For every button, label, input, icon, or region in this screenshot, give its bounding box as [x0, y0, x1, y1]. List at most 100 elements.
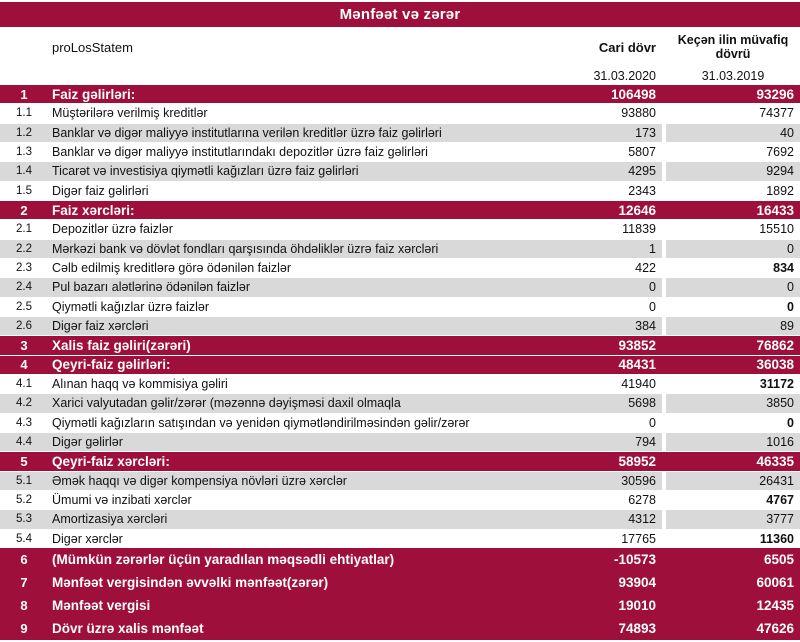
row-label: Mənfəət vergisindən əvvəlki mənfəət(zərə…	[52, 575, 329, 590]
row-value-current: 794	[635, 435, 656, 450]
row-value-current: 58952	[618, 453, 656, 469]
column-titles-row: proLosStatem Cari dövr Keçən ilin müvafi…	[0, 27, 800, 67]
row-value-previous: 0	[787, 241, 794, 256]
row-label: Digər gəlirlər	[52, 435, 123, 450]
row-label: Pul bazarı alətlərinə ödənilən faizlər	[52, 280, 251, 295]
statement-totals-block: 6 (Mümkün zərərlər üçün yaradılan məqsəd…	[0, 548, 800, 640]
row-label: Xarici valyutadan gəlir/zərər (məzənnə d…	[52, 396, 401, 411]
table-row: 2.1 Depozitlər üzrə faizlər 11839 15510	[0, 220, 800, 239]
row-value-current: 5807	[628, 145, 656, 160]
row-number: 1.4	[16, 165, 32, 178]
row-value-current: 48431	[618, 357, 656, 373]
row-number: 2	[20, 202, 28, 218]
table-header: proLosStatem Cari dövr Keçən ilin müvafi…	[0, 27, 800, 85]
column-header-current-period: Cari dövr	[598, 39, 656, 55]
title-bar: Mənfəət və zərər	[0, 2, 800, 27]
table-row: 5.2 Ümumi və inzibati xərclər 6278 4767	[0, 491, 800, 510]
row-value-previous: 3850	[766, 396, 794, 411]
row-value-current: -10573	[613, 552, 656, 567]
row-label: Mərkəzi bank və dövlət fondları qarşısın…	[52, 241, 439, 256]
table-row: 4.4 Digər gəlirlər 794 1016	[0, 433, 800, 452]
row-number: 1.2	[16, 126, 32, 139]
table-row: 1.5 Digər faiz gəlirləri 2343 1892	[0, 181, 800, 200]
row-value-current: 93852	[618, 337, 656, 353]
row-value-current: 74893	[618, 621, 656, 636]
row-value-current: 6278	[628, 493, 656, 508]
table-row: 3 Xalis faiz gəliri(zərəri) 93852 76862	[0, 336, 800, 355]
row-number: 1.3	[16, 146, 32, 159]
row-value-previous: 76862	[756, 337, 794, 353]
row-label: Xalis faiz gəliri(zərəri)	[52, 337, 191, 353]
row-number: 3	[20, 337, 28, 353]
table-row: 4.3 Qiymətli kağızların satışından və ye…	[0, 413, 800, 432]
row-value-previous: 4767	[766, 493, 794, 508]
row-label: Digər faiz xərcləri	[52, 319, 149, 334]
row-value-previous: 89	[780, 319, 794, 334]
row-number: 4	[20, 357, 28, 373]
row-value-previous: 11360	[759, 531, 794, 546]
table-row: 4.1 Alınan haqq və kommisiya gəliri 4194…	[0, 375, 800, 394]
row-value-previous: 60061	[756, 575, 794, 590]
row-number: 1.1	[16, 107, 32, 120]
previous-period-date: 31.03.2019	[701, 69, 765, 83]
current-period-date: 31.03.2020	[593, 69, 656, 83]
row-number: 1	[20, 86, 28, 102]
row-value-previous: 7692	[766, 145, 794, 160]
row-value-current: 0	[649, 299, 656, 314]
column-separator	[662, 123, 666, 142]
row-value-current: 0	[649, 280, 656, 295]
row-label: Cəlb edilmiş kreditlərə görə ödənilən fa…	[52, 261, 292, 276]
row-number: 5.4	[16, 532, 32, 545]
column-separator	[662, 162, 666, 181]
table-row: 1.2 Banklar və digər maliyyə institutlar…	[0, 123, 800, 142]
row-value-current: 0	[649, 415, 656, 430]
column-separator	[662, 510, 666, 529]
row-value-current: 11839	[622, 222, 656, 237]
row-value-current: 17765	[621, 531, 656, 546]
row-label: Əmək haqqı və digər kompensiya növləri ü…	[52, 473, 347, 488]
row-value-previous: 16433	[756, 202, 794, 218]
table-row: 1.1 Müştərilərə verilmiş kreditlər 93880…	[0, 104, 800, 123]
row-number: 9	[20, 621, 28, 636]
row-number: 1.5	[16, 184, 32, 197]
row-label: Digər faiz gəlirləri	[52, 183, 149, 198]
row-value-previous: 1892	[766, 183, 794, 198]
table-row: 7 Mənfəət vergisindən əvvəlki mənfəət(zə…	[0, 571, 800, 594]
row-label: Qeyri-faiz xərcləri:	[52, 453, 170, 469]
row-value-previous: 0	[787, 299, 794, 314]
row-label: Qiymətli kağızların satışından və yenidə…	[52, 415, 470, 430]
table-row: 1.4 Ticarət və investisiya qiymətli kağı…	[0, 162, 800, 181]
row-value-current: 5698	[628, 396, 656, 411]
row-value-current: 41940	[621, 377, 656, 392]
row-label: Ticarət və investisiya qiymətli kağızlar…	[52, 164, 359, 179]
row-value-previous: 9294	[766, 164, 794, 179]
row-value-previous: 36038	[756, 357, 794, 373]
row-value-current: 93904	[618, 575, 656, 590]
row-label: Alınan haqq və kommisiya gəliri	[52, 377, 228, 392]
row-value-current: 384	[635, 319, 656, 334]
table-row: 4 Qeyri-faiz gəlirləri: 48431 36038	[0, 355, 800, 374]
column-separator	[662, 433, 666, 452]
table-row: 2 Faiz xərcləri: 12646 16433	[0, 201, 800, 220]
row-label: Faiz gəlirləri:	[52, 86, 136, 102]
table-row: 2.3 Cəlb edilmiş kreditlərə görə ödənilə…	[0, 259, 800, 278]
row-value-current: 2343	[628, 183, 656, 198]
column-header-previous-period: Keçən ilin müvafiq dövrü	[677, 32, 789, 61]
statement-label: proLosStatem	[52, 39, 133, 55]
row-number: 7	[20, 575, 28, 590]
statement-rows: 1 Faiz gəlirləri: 106498 93296 1.1 Müştə…	[0, 85, 800, 548]
row-label: Banklar və digər maliyyə institutlarında…	[52, 145, 428, 160]
table-row: 5.4 Digər xərclər 17765 11360	[0, 529, 800, 548]
row-number: 4.3	[16, 416, 32, 429]
row-label: Dövr üzrə xalis mənfəət	[52, 621, 204, 636]
row-value-current: 19010	[618, 598, 656, 613]
table-row: 2.2 Mərkəzi bank və dövlət fondları qarş…	[0, 239, 800, 258]
row-label: Depozitlər üzrə faizlər	[52, 222, 173, 237]
table-row: 5.1 Əmək haqqı və digər kompensiya növlə…	[0, 471, 800, 490]
column-separator	[662, 471, 666, 490]
row-number: 2.3	[16, 262, 32, 275]
table-row: 4.2 Xarici valyutadan gəlir/zərər (məzən…	[0, 394, 800, 413]
row-number: 5.1	[16, 474, 32, 487]
row-value-previous: 1016	[766, 435, 794, 450]
table-row: 2.6 Digər faiz xərcləri 384 89	[0, 317, 800, 336]
